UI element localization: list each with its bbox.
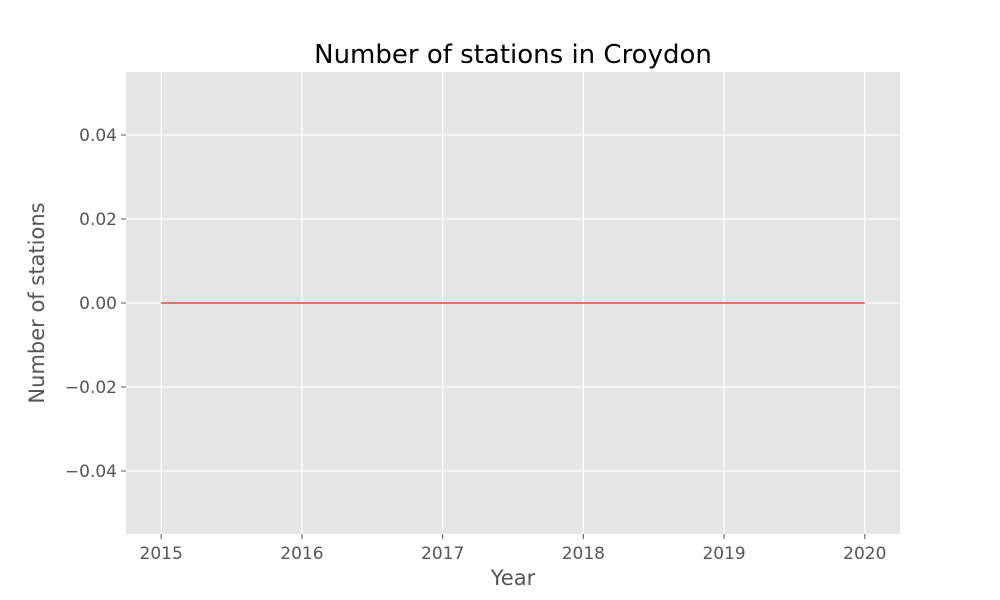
y-tick-label: −0.02 [65,378,117,398]
y-tick-label: 0.04 [79,126,117,146]
y-tick-label: 0.00 [79,294,117,314]
y-tick-label: −0.04 [65,462,117,482]
x-axis-label: Year [490,566,536,590]
x-tick-label: 2018 [562,544,605,564]
x-tick-label: 2020 [843,544,886,564]
axis-ticks: 2015 2016 2017 2018 2019 2020 −0.04 −0.02 0.00 0.… [65,126,887,564]
y-axis-label: Number of stations [25,202,49,403]
chart-title: Number of stations in Croydon [314,40,712,70]
x-tick-label: 2017 [421,544,464,564]
x-tick-label: 2019 [702,544,745,564]
x-tick-label: 2016 [280,544,323,564]
y-tick-label: 0.02 [79,210,117,230]
x-tick-label: 2015 [140,544,183,564]
